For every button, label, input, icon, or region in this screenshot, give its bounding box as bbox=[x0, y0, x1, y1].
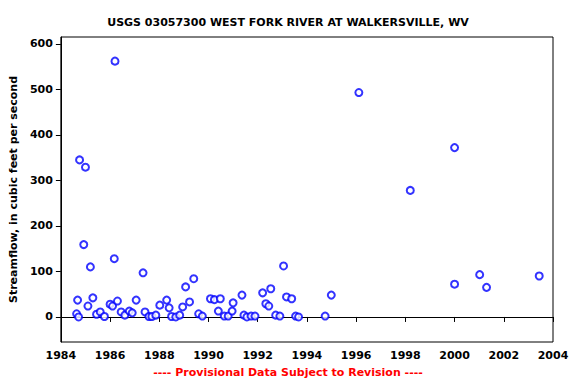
svg-text:2002: 2002 bbox=[488, 349, 519, 362]
svg-text:500: 500 bbox=[30, 83, 53, 96]
svg-text:0: 0 bbox=[45, 310, 53, 323]
svg-text:2000: 2000 bbox=[439, 349, 470, 362]
svg-text:100: 100 bbox=[30, 265, 53, 278]
svg-text:USGS 03057300 WEST FORK RIVER: USGS 03057300 WEST FORK RIVER AT WALKERS… bbox=[107, 16, 469, 29]
svg-text:1984: 1984 bbox=[46, 349, 77, 362]
svg-text:1990: 1990 bbox=[193, 349, 224, 362]
svg-text:1988: 1988 bbox=[144, 349, 175, 362]
svg-text:1996: 1996 bbox=[341, 349, 372, 362]
svg-text:1992: 1992 bbox=[242, 349, 273, 362]
svg-text:---- Provisional Data Subject: ---- Provisional Data Subject to Revisio… bbox=[153, 366, 423, 379]
svg-text:1986: 1986 bbox=[95, 349, 126, 362]
svg-text:Streamflow, in cubic feet per: Streamflow, in cubic feet per second bbox=[7, 76, 20, 303]
svg-text:1994: 1994 bbox=[292, 349, 323, 362]
svg-text:200: 200 bbox=[30, 219, 53, 232]
svg-text:400: 400 bbox=[30, 128, 53, 141]
svg-text:600: 600 bbox=[30, 37, 53, 50]
svg-text:1998: 1998 bbox=[390, 349, 421, 362]
svg-text:300: 300 bbox=[30, 174, 53, 187]
svg-text:2004: 2004 bbox=[538, 349, 569, 362]
